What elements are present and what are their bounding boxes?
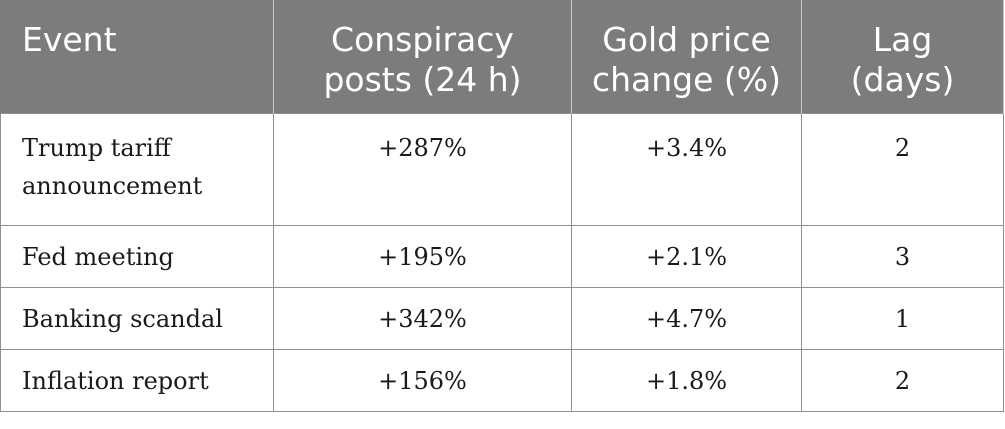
header-lag-line-1: Lag: [872, 20, 933, 59]
header-lag-line-2: (days): [850, 60, 955, 99]
table-row: Trump tariff announcement +287% +3.4% 2: [0, 112, 1004, 226]
cell-gold: +1.8%: [571, 348, 802, 412]
data-table: Event Conspiracy posts (24 h) Gold price…: [0, 0, 1004, 412]
header-row: Event Conspiracy posts (24 h) Gold price…: [0, 0, 1004, 113]
header-conspiracy-posts-line-1: Conspiracy: [331, 20, 514, 59]
cell-event: Inflation report: [0, 348, 274, 412]
cell-gold: +4.7%: [571, 286, 802, 350]
cell-posts: +342%: [273, 286, 572, 350]
header-conspiracy-posts: Conspiracy posts (24 h): [273, 0, 572, 113]
cell-posts: +287%: [273, 112, 572, 226]
header-event-label: Event: [22, 20, 117, 59]
header-gold-price-line-2: change (%): [591, 60, 782, 99]
cell-gold: +2.1%: [571, 224, 802, 288]
cell-lag: 3: [801, 224, 1004, 288]
header-conspiracy-posts-line-2: posts (24 h): [323, 60, 522, 99]
cell-event-line-2: announcement: [22, 171, 203, 200]
cell-posts: +195%: [273, 224, 572, 288]
table-row: Fed meeting +195% +2.1% 3: [0, 224, 1004, 288]
cell-event: Trump tariff announcement: [0, 112, 274, 226]
cell-lag: 1: [801, 286, 1004, 350]
table-body: Trump tariff announcement +287% +3.4% 2 …: [0, 112, 1004, 412]
cell-gold: +3.4%: [571, 112, 802, 226]
table-row: Inflation report +156% +1.8% 2: [0, 348, 1004, 412]
header-lag: Lag (days): [801, 0, 1004, 113]
cell-event-line-1: Trump tariff: [22, 133, 171, 162]
header-event: Event: [0, 0, 274, 113]
cell-lag: 2: [801, 348, 1004, 412]
table-row: Banking scandal +342% +4.7% 1: [0, 286, 1004, 350]
cell-event: Fed meeting: [0, 224, 274, 288]
table-header: Event Conspiracy posts (24 h) Gold price…: [0, 0, 1004, 113]
cell-posts: +156%: [273, 348, 572, 412]
header-gold-price-line-1: Gold price: [602, 20, 771, 59]
header-gold-price-change: Gold price change (%): [571, 0, 802, 113]
cell-event: Banking scandal: [0, 286, 274, 350]
cell-lag: 2: [801, 112, 1004, 226]
